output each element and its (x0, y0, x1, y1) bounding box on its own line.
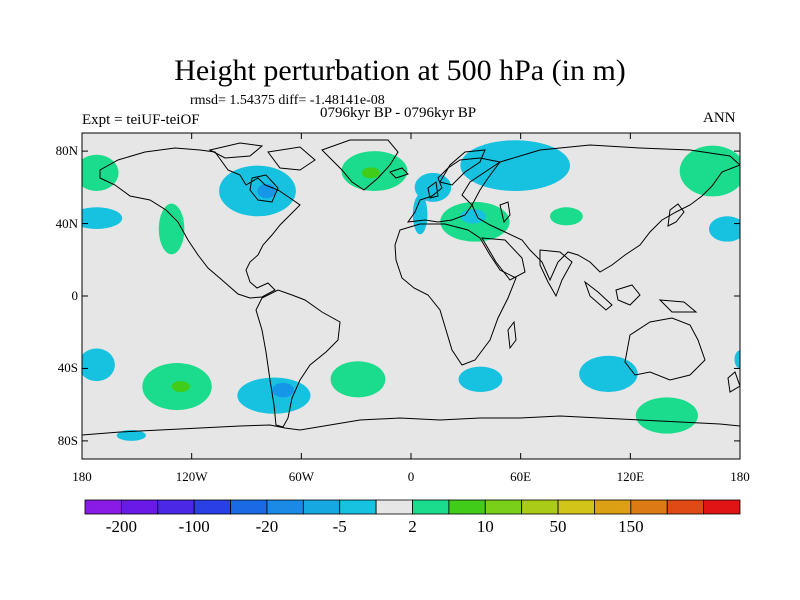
coastline-new-guinea (658, 299, 698, 313)
coastline-antarctica (82, 415, 740, 459)
colorbar-box-17 (703, 499, 741, 515)
experiment-label: Expt = teiUF-teiOF (82, 112, 200, 128)
lat-tick-label: 40N (55, 215, 78, 231)
colorbar-box-7 (339, 499, 377, 515)
colorbar-label: -20 (255, 517, 279, 536)
coastline-south-america (255, 289, 341, 428)
lon-tick-label: 120W (175, 469, 208, 484)
coastline-arctic-islands (208, 142, 316, 171)
anomaly-region-15 (82, 348, 115, 382)
colorbar-box-11 (484, 499, 523, 515)
colorbar-box-4 (230, 499, 268, 515)
colorbar-box-6 (302, 499, 341, 515)
anomaly-region-17 (171, 381, 190, 392)
colorbar-boxes (84, 499, 741, 515)
lon-tick-label: 60E (510, 469, 532, 484)
colorbar-label: 150 (618, 517, 644, 536)
colorbar-box-13 (557, 499, 595, 515)
coastline-japan (667, 203, 685, 227)
anomaly-region-1 (82, 207, 123, 229)
anomaly-region-19 (272, 382, 295, 398)
lon-tick-label: 180 (72, 469, 92, 484)
colorbar-label: -100 (178, 517, 210, 536)
anomaly-region-24 (116, 430, 146, 441)
anomaly-region-20 (330, 361, 386, 398)
lat-tick-label: 40S (57, 360, 78, 376)
coastline-scandinavia (439, 149, 486, 186)
axis-ticks (81, 133, 741, 459)
colorbar-box-10 (448, 499, 486, 515)
lat-tick-label: 80N (55, 143, 78, 159)
lon-tick-label: 60W (288, 469, 314, 484)
colorbar-box-3 (193, 499, 231, 515)
colorbar-box-14 (594, 499, 632, 515)
coastline-borneo (615, 284, 641, 306)
period-label: 0796kyr BP - 0796kyr BP (320, 105, 477, 121)
anomaly-region-23 (635, 397, 698, 434)
coastline-asia (471, 144, 740, 282)
lon-tick-label: 120E (616, 469, 645, 484)
anomaly-region-12 (549, 207, 583, 226)
anomaly-fill-layer (82, 140, 740, 441)
colorbar-box-16 (666, 499, 705, 515)
colorbar-box-2 (157, 499, 195, 515)
colorbar-label: 2 (408, 517, 417, 536)
colorbar-label: -200 (105, 517, 137, 536)
plot-title: Height perturbation at 500 hPa (in m) (174, 54, 626, 87)
lat-tick-label: 80S (57, 432, 78, 448)
colorbar-box-15 (630, 499, 668, 515)
coastline-north-america (99, 147, 301, 299)
colorbar-box-8 (375, 499, 413, 515)
anomaly-region-2 (158, 203, 185, 255)
colorbar-box-0 (84, 499, 122, 515)
colorbar-label: 50 (549, 517, 567, 536)
anomaly-region-13 (679, 145, 740, 197)
anomaly-region-14 (708, 216, 740, 242)
coastline-madagascar (507, 320, 517, 350)
anomaly-region-8 (414, 172, 452, 202)
anomaly-region-25 (734, 350, 740, 369)
coastline-new-zealand (727, 371, 740, 393)
coastline-australia (624, 317, 706, 381)
coastline-arabia (481, 237, 526, 281)
stats-text: rmsd= 1.54375 diff= -1.48141e-08 (190, 93, 385, 108)
colorbar-box-5 (266, 499, 304, 515)
anomaly-region-22 (579, 355, 638, 392)
colorbar-label: 10 (476, 517, 494, 536)
anomaly-region-21 (458, 366, 503, 392)
coastline-india (539, 249, 573, 298)
coastline-greenland (321, 139, 399, 191)
lat-tick-label: 0 (71, 288, 79, 303)
season-label: ANN (703, 110, 736, 126)
lon-tick-label: 0 (407, 469, 415, 484)
colorbar-box-1 (120, 499, 159, 515)
coastline-hudson-bay (249, 174, 279, 203)
colorbar-label: -5 (332, 517, 347, 536)
coastline-sumatra (583, 280, 613, 311)
anomaly-region-6 (361, 167, 380, 179)
coastline-british-isles (427, 181, 439, 199)
coastline-caspian-sea (499, 201, 511, 224)
coastline-africa (394, 223, 517, 366)
colorbar-box-9 (412, 499, 450, 515)
coastline-iceland (389, 167, 409, 179)
colorbar-box-12 (521, 499, 559, 515)
coastline-layer (82, 139, 740, 459)
lon-tick-label: 180 (730, 469, 750, 484)
